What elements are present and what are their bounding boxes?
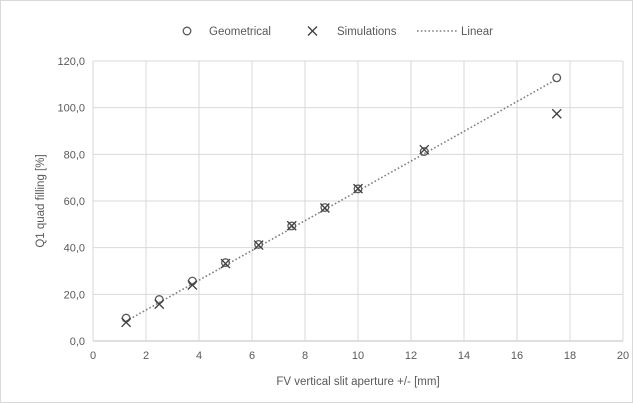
y-tick-label: 40,0 xyxy=(64,243,85,255)
simulation-point xyxy=(154,299,165,310)
x-tick-label: 4 xyxy=(196,350,202,362)
geometrical-point xyxy=(419,147,429,156)
geometrical-point xyxy=(254,239,264,249)
legend-simulations-marker xyxy=(307,26,318,36)
x-axis-title: FV vertical slit aperture +/- [mm] xyxy=(276,376,439,388)
geometrical-point xyxy=(287,221,297,231)
simulation-point xyxy=(286,220,297,231)
y-axis-title: Q1 quad filling [%] xyxy=(35,154,47,247)
legend-simulations-label: Simulations xyxy=(337,26,397,38)
x-tick-label: 16 xyxy=(511,350,523,362)
simulation-point xyxy=(551,108,562,119)
x-tick-label: 20 xyxy=(617,350,629,362)
x-tick-label: 18 xyxy=(564,350,576,362)
geometrical-point xyxy=(353,184,363,194)
y-tick-label: 60,0 xyxy=(64,196,85,208)
simulation-point xyxy=(187,280,198,290)
legend-geometrical-label: Geometrical xyxy=(209,26,271,38)
y-tick-label: 120,0 xyxy=(57,56,85,68)
simulation-point xyxy=(419,144,430,155)
y-tick-label: 20,0 xyxy=(64,289,85,301)
geometrical-point xyxy=(552,73,562,83)
geometrical-point xyxy=(320,203,330,212)
legend-linear-label: Linear xyxy=(461,26,493,38)
x-tick-label: 12 xyxy=(405,350,417,362)
y-tick-label: 100,0 xyxy=(57,103,85,115)
simulation-point xyxy=(319,203,330,213)
y-tick-label: 80,0 xyxy=(64,149,85,161)
x-tick-label: 8 xyxy=(302,350,308,362)
legend-geometrical-marker xyxy=(182,26,192,36)
linear-trendline xyxy=(125,78,558,322)
x-tick-label: 2 xyxy=(143,350,149,362)
y-tick-label: 0,0 xyxy=(70,336,85,348)
simulation-point xyxy=(121,317,132,328)
simulation-point xyxy=(253,240,264,251)
geometrical-point xyxy=(221,258,230,268)
x-tick-label: 10 xyxy=(352,350,364,362)
x-tick-label: 14 xyxy=(458,350,470,362)
simulation-point xyxy=(220,258,231,269)
x-tick-label: 6 xyxy=(249,350,255,362)
simulation-point xyxy=(353,183,363,194)
x-tick-label: 0 xyxy=(90,350,96,362)
